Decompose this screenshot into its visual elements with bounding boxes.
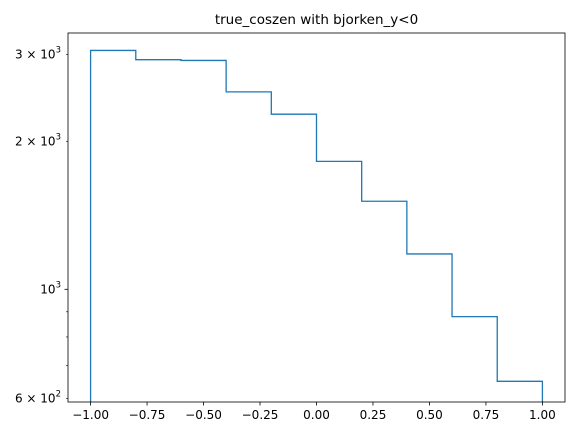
x-tick-label: −0.75 <box>129 408 166 422</box>
x-tick-label: −0.25 <box>242 408 279 422</box>
x-tick-label: −0.50 <box>185 408 222 422</box>
x-tick-label: 0.75 <box>473 408 500 422</box>
axes-frame <box>67 32 566 403</box>
x-axis: −1.00 −0.75 −0.50 −0.25 0.00 0.25 0.50 0.75 1.00 <box>72 402 556 422</box>
y-tick-label: 6 × 102 <box>15 389 61 405</box>
x-tick-label: 1.00 <box>529 408 556 422</box>
y-tick-label: 103 <box>40 280 61 296</box>
histogram-step-line <box>89 49 544 402</box>
x-tick-label: 0.50 <box>416 408 443 422</box>
y-tick-label: 3 × 103 <box>15 46 61 62</box>
plot-area <box>89 49 544 402</box>
y-tick-label: 2 × 103 <box>15 132 61 148</box>
chart-title: true_coszen with bjorken_y<0 <box>215 12 418 28</box>
x-tick-label: 0.00 <box>303 408 330 422</box>
x-tick-label: 0.25 <box>360 408 387 422</box>
y-axis: 103 6 × 102 2 × 103 3 × 103 <box>15 46 68 405</box>
x-tick-label: −1.00 <box>72 408 109 422</box>
